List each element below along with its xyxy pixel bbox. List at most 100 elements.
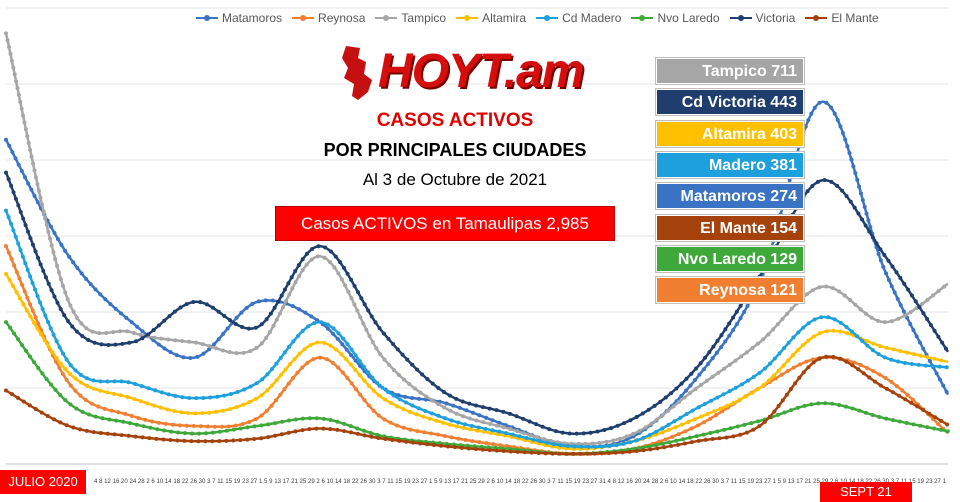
data-point bbox=[145, 401, 150, 406]
data-point bbox=[289, 275, 294, 280]
data-point bbox=[682, 441, 687, 446]
data-point bbox=[362, 398, 367, 403]
data-point bbox=[886, 277, 891, 282]
data-point bbox=[339, 277, 344, 282]
data-point bbox=[267, 329, 272, 334]
data-point bbox=[222, 393, 227, 398]
data-point bbox=[884, 386, 889, 391]
data-point bbox=[421, 414, 426, 419]
data-point bbox=[5, 38, 10, 43]
data-point bbox=[442, 405, 447, 410]
data-point bbox=[894, 270, 899, 275]
data-point bbox=[383, 437, 388, 442]
data-point bbox=[336, 365, 341, 370]
data-point bbox=[8, 325, 13, 330]
data-point bbox=[782, 410, 787, 415]
data-point bbox=[694, 434, 699, 439]
data-point bbox=[824, 284, 829, 289]
data-point bbox=[324, 357, 329, 362]
data-point bbox=[477, 440, 482, 445]
data-point bbox=[38, 300, 43, 305]
data-point bbox=[79, 380, 84, 385]
data-point bbox=[282, 387, 287, 392]
data-point bbox=[319, 320, 324, 325]
data-point bbox=[635, 438, 640, 443]
data-point bbox=[371, 408, 376, 413]
data-point bbox=[355, 431, 360, 436]
data-point bbox=[838, 329, 843, 334]
data-point bbox=[557, 451, 562, 456]
data-point bbox=[488, 421, 493, 426]
data-point bbox=[308, 343, 313, 348]
series-line bbox=[4, 245, 949, 456]
data-point bbox=[395, 347, 400, 352]
data-point bbox=[804, 359, 809, 364]
data-point bbox=[505, 444, 510, 449]
data-point bbox=[159, 336, 164, 341]
data-point bbox=[328, 249, 333, 254]
data-point bbox=[100, 416, 105, 421]
data-point bbox=[719, 345, 724, 350]
data-point bbox=[911, 352, 916, 357]
data-point bbox=[898, 276, 903, 281]
data-point bbox=[660, 413, 665, 418]
data-point bbox=[564, 451, 569, 456]
data-point bbox=[36, 321, 41, 326]
data-point bbox=[217, 439, 222, 444]
data-point bbox=[300, 328, 305, 333]
end-date-tag: SEPT 21 bbox=[820, 482, 912, 502]
data-point bbox=[927, 359, 932, 364]
data-point bbox=[877, 372, 882, 377]
data-point bbox=[712, 409, 717, 414]
data-point bbox=[231, 438, 236, 443]
data-point bbox=[166, 392, 171, 397]
data-point bbox=[852, 205, 857, 210]
data-point bbox=[44, 377, 49, 382]
data-point bbox=[20, 282, 25, 287]
data-point bbox=[434, 418, 439, 423]
data-point bbox=[296, 263, 301, 268]
data-point bbox=[414, 412, 419, 417]
data-point bbox=[9, 221, 14, 226]
data-point bbox=[877, 414, 882, 419]
data-point bbox=[767, 414, 772, 419]
data-point bbox=[7, 143, 12, 148]
data-point bbox=[461, 426, 466, 431]
data-point bbox=[896, 359, 901, 364]
data-point bbox=[521, 416, 526, 421]
data-point bbox=[679, 393, 684, 398]
data-point bbox=[806, 365, 811, 370]
data-point bbox=[88, 282, 93, 287]
data-point bbox=[683, 388, 688, 393]
data-point bbox=[9, 58, 14, 63]
data-point bbox=[112, 379, 117, 384]
data-point bbox=[259, 413, 264, 418]
data-point bbox=[366, 308, 371, 313]
data-point bbox=[845, 144, 850, 149]
data-point bbox=[553, 429, 558, 434]
data-point bbox=[628, 418, 633, 423]
data-point bbox=[9, 257, 14, 262]
data-point bbox=[118, 393, 123, 398]
data-point bbox=[510, 432, 515, 437]
city-active-box: Nvo Laredo 129 bbox=[656, 245, 804, 272]
data-point bbox=[22, 289, 27, 294]
data-point bbox=[402, 377, 407, 382]
data-point bbox=[84, 326, 89, 331]
data-point bbox=[750, 346, 755, 351]
data-point bbox=[652, 403, 657, 408]
data-point bbox=[410, 362, 415, 367]
data-point bbox=[855, 177, 860, 182]
data-point bbox=[39, 410, 44, 415]
data-point bbox=[429, 431, 434, 436]
data-point bbox=[501, 449, 506, 454]
data-point bbox=[113, 342, 118, 347]
data-point bbox=[63, 366, 68, 371]
data-point bbox=[515, 449, 520, 454]
data-point bbox=[882, 320, 887, 325]
data-point bbox=[361, 364, 366, 369]
data-point bbox=[50, 350, 55, 355]
data-point bbox=[876, 251, 881, 256]
data-point bbox=[483, 426, 488, 431]
data-point bbox=[284, 298, 289, 303]
